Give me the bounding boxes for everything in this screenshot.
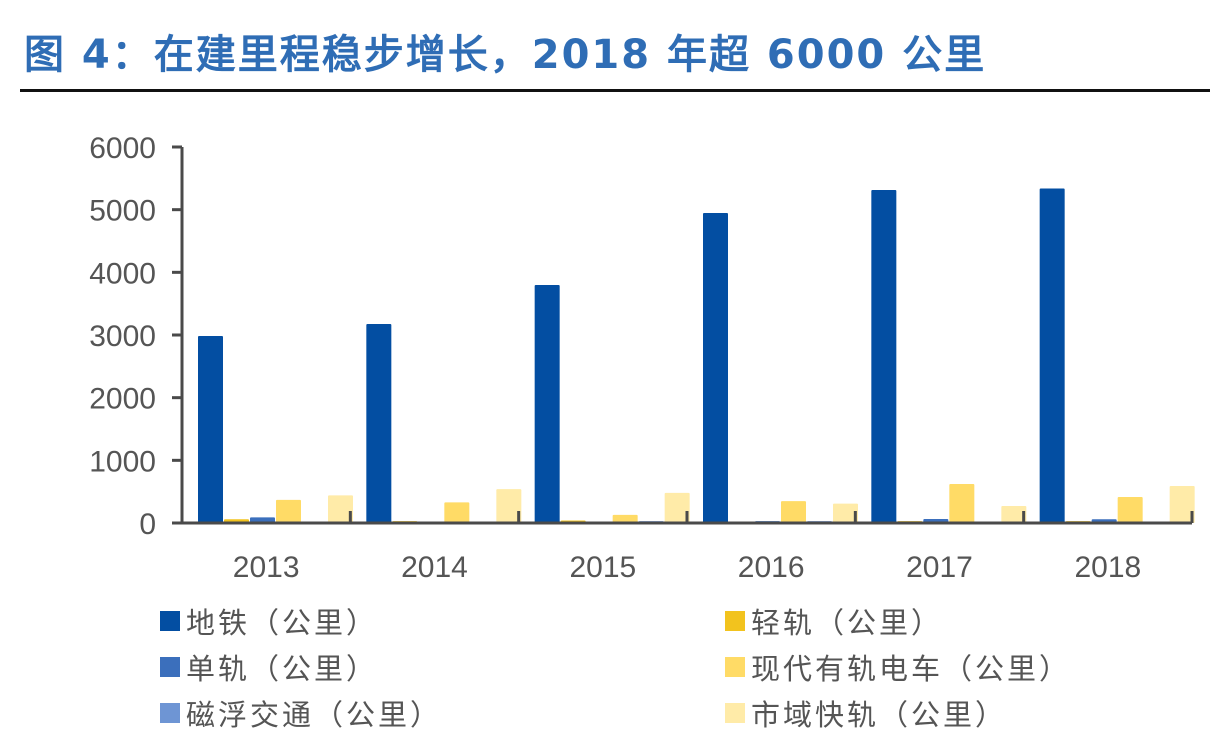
y-tick-label: 0 [139, 508, 156, 541]
legend-swatch-icon [725, 611, 745, 631]
legend-item-maglev: 磁浮交通（公里） [160, 692, 442, 734]
legend-swatch-icon [160, 703, 180, 723]
bar [949, 484, 975, 523]
bar [871, 189, 897, 524]
bar [664, 492, 690, 523]
bar [534, 284, 560, 523]
bar-group-2017 [871, 189, 1027, 524]
legend-label: 现代有轨电车（公里） [751, 652, 1072, 686]
legend-label: 磁浮交通（公里） [186, 698, 443, 732]
bar-group-2014 [366, 323, 522, 523]
legend-swatch-icon [160, 657, 180, 677]
bar [781, 501, 806, 523]
legend-swatch-icon [725, 703, 745, 723]
x-tick-label: 2016 [738, 551, 805, 584]
x-tick-label: 2017 [906, 551, 973, 584]
y-tick-label: 3000 [89, 320, 156, 353]
y-tick-label: 2000 [89, 383, 156, 416]
bar-group-2013 [198, 336, 353, 523]
bar [703, 212, 728, 523]
y-tick-label: 5000 [89, 195, 156, 228]
bar [612, 514, 638, 523]
legend-item-subway: 地铁（公里） [160, 600, 378, 642]
bar-group-2015 [534, 284, 690, 523]
x-axis: 2013 2014 2015 2016 2017 2018 [172, 511, 1194, 584]
bar [1117, 496, 1143, 523]
x-tick-label: 2018 [1074, 551, 1141, 584]
x-tick-label: 2015 [569, 551, 636, 584]
bar [444, 502, 470, 523]
bar [1001, 506, 1027, 523]
legend-item-suburban-rail: 市域快轨（公里） [725, 692, 1007, 734]
chart-title: 图 4：在建里程稳步增长，2018 年超 6000 公里 [24, 32, 987, 78]
bar [198, 336, 223, 523]
bar-group-2018 [1039, 188, 1195, 523]
y-tick-label: 6000 [89, 132, 156, 165]
bar [328, 495, 353, 523]
legend-label: 轻轨（公里） [751, 606, 944, 640]
legend-item-monorail: 单轨（公里） [160, 646, 378, 688]
x-tick-label: 2013 [233, 551, 300, 584]
bar [1039, 188, 1065, 523]
legend-label: 市域快轨（公里） [751, 698, 1008, 732]
legend-swatch-icon [160, 611, 180, 631]
legend-item-light-rail: 轻轨（公里） [725, 600, 943, 642]
bar [496, 489, 522, 523]
bar [833, 503, 858, 523]
x-tick-label: 2014 [401, 551, 468, 584]
title-divider [20, 89, 1210, 92]
bar [276, 499, 301, 523]
y-tick-label: 1000 [89, 445, 156, 478]
y-axis: 0 1000 2000 3000 4000 5000 6000 [89, 132, 184, 541]
bar-group-2016 [703, 212, 858, 523]
legend-swatch-icon [725, 657, 745, 677]
legend-label: 地铁（公里） [186, 606, 379, 640]
bar-series [198, 188, 1195, 524]
legend-item-tram: 现代有轨电车（公里） [725, 646, 1071, 688]
y-tick-label: 4000 [89, 257, 156, 290]
bar [1169, 486, 1195, 523]
bar [366, 323, 392, 523]
legend-label: 单轨（公里） [186, 652, 379, 686]
